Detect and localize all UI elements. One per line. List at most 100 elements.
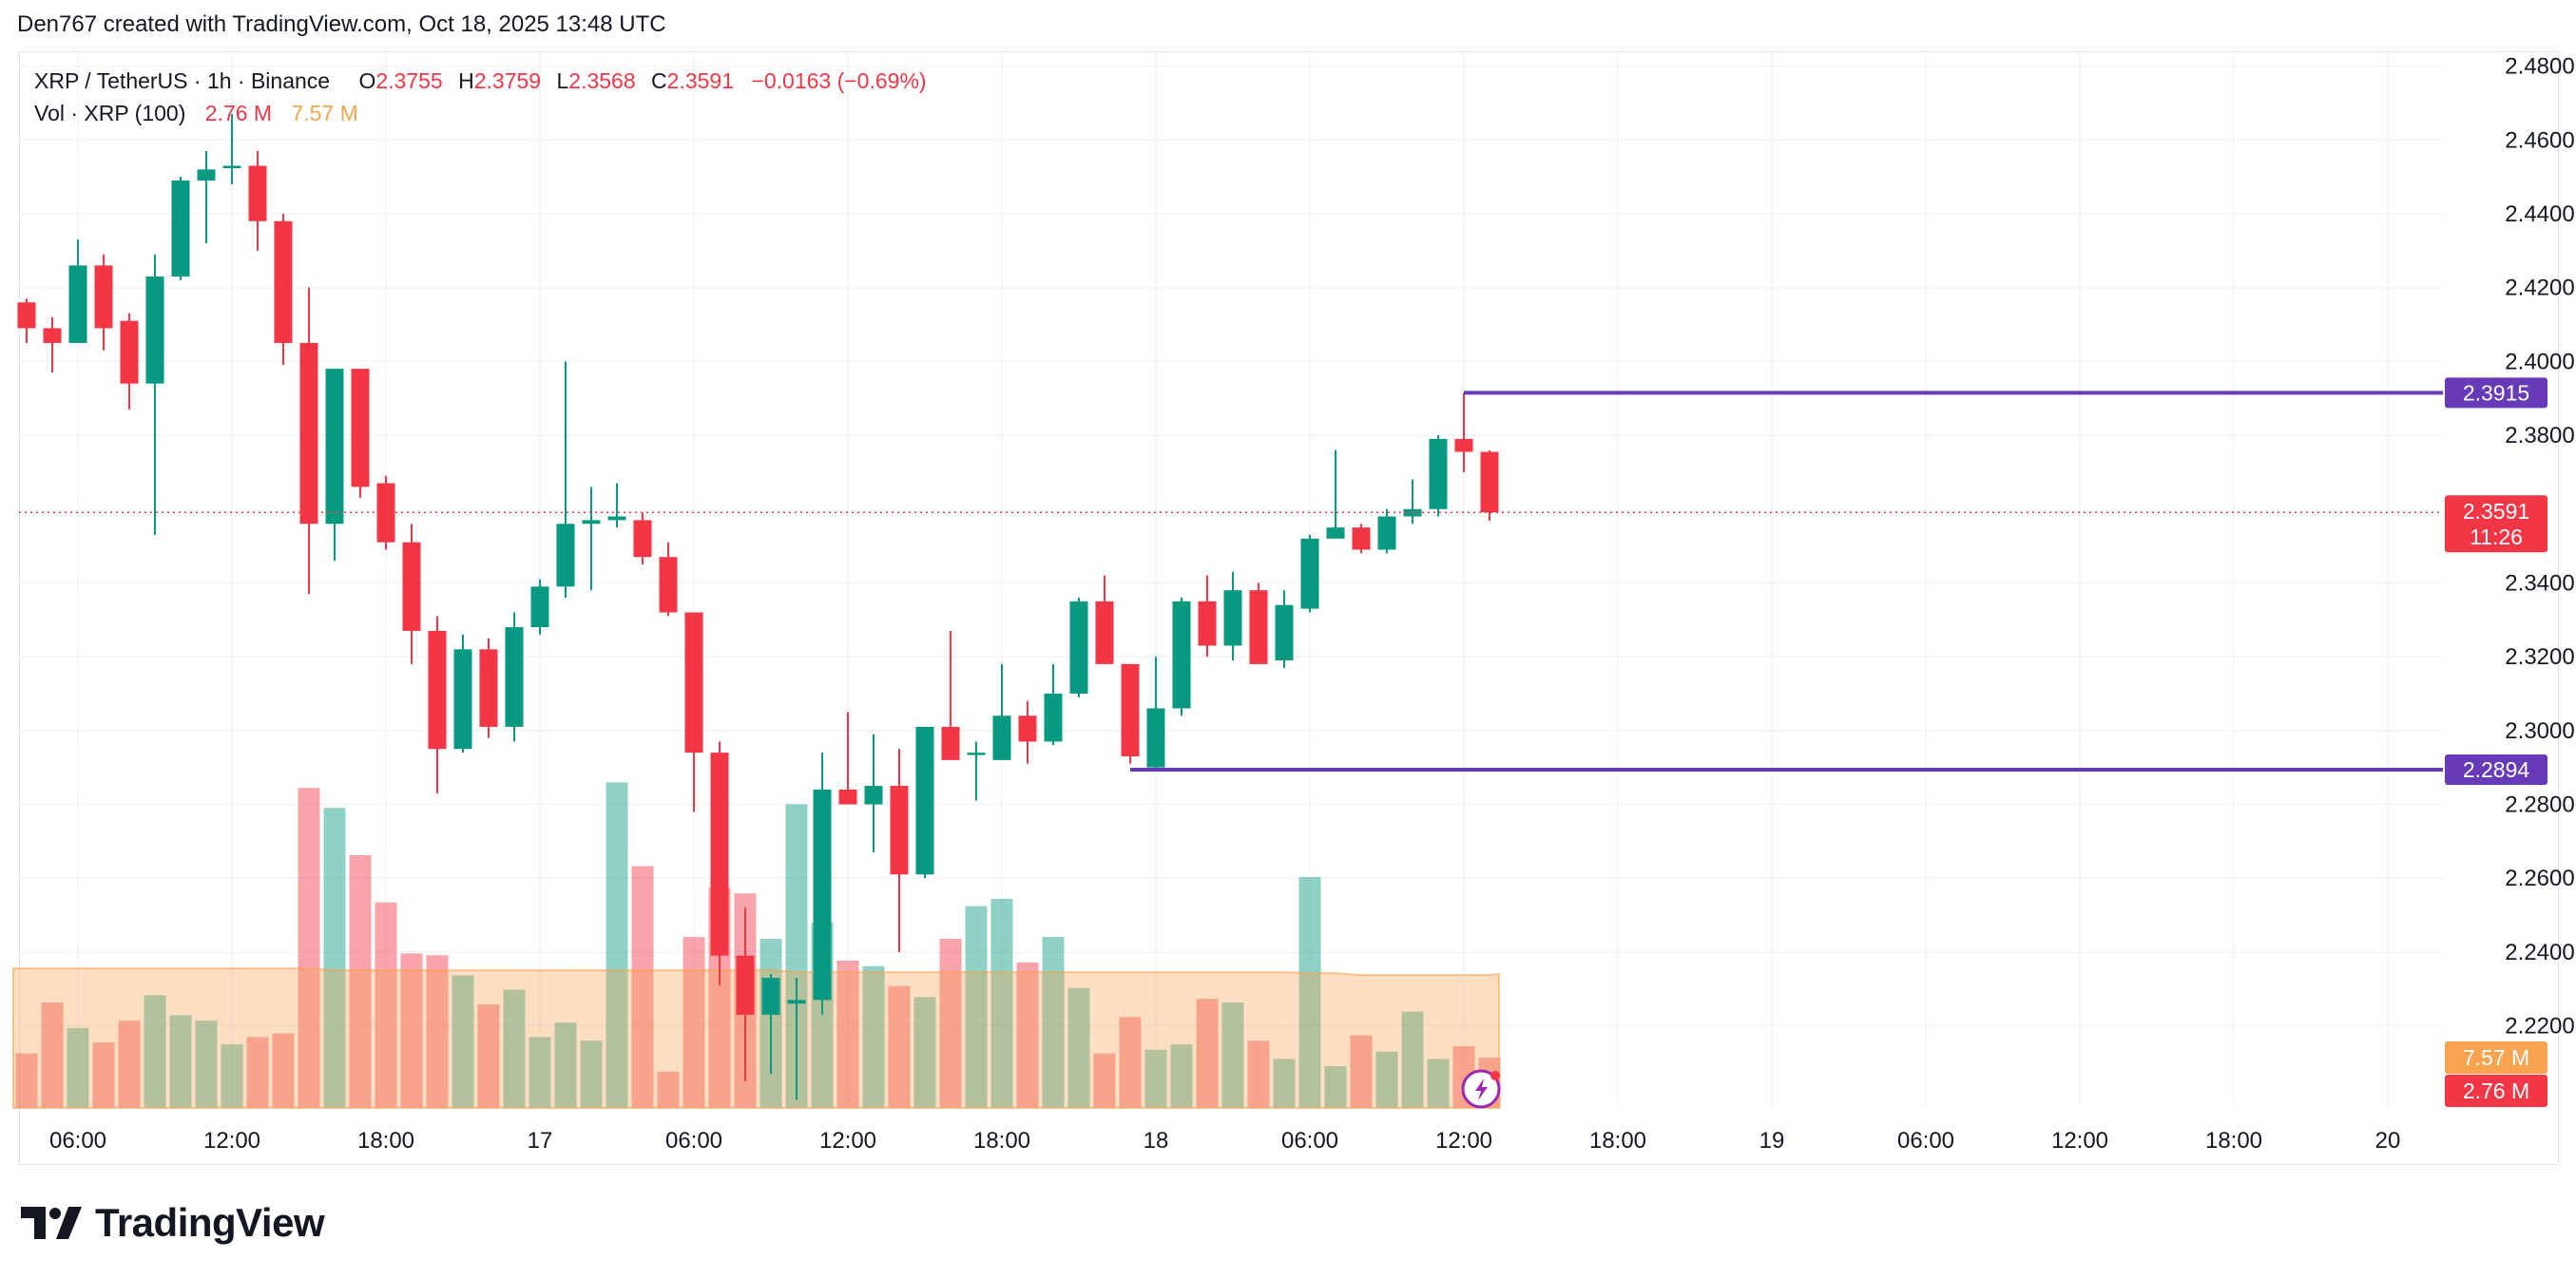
volume-bars [15,782,1501,1108]
volume-bar [1016,962,1039,1108]
horizontal-levels[interactable] [19,391,2443,772]
volume-bar [67,1027,89,1108]
low-value: 2.3568 [568,68,636,93]
volume-bar [1170,1044,1193,1108]
candle-body [1069,601,1088,694]
axes: 2.4800 2.4600 2.4400 2.4200 2.4000 2.3800 2.34… [49,54,2575,1154]
volume-bar [246,1037,269,1108]
volume-bar [426,955,449,1108]
volume-ma-line [12,967,1500,1109]
x-tick-label: 18:00 [2205,1128,2262,1154]
x-tick-label: 18:00 [1589,1128,1646,1154]
candle-body [556,524,575,587]
candle-body [710,753,729,956]
volume-bar [1119,1017,1142,1108]
volume-bar [1298,876,1321,1108]
open-label: O [358,68,376,93]
candle-body [1223,590,1242,646]
volume-bar [529,1037,551,1108]
candle-body [145,277,164,384]
candle-body [479,649,498,727]
x-tick-label: 06:00 [665,1128,722,1154]
alert-dot [1490,1071,1500,1080]
symbol-title[interactable]: XRP / TetherUS · 1h · Binance [34,68,331,93]
volume-bar [144,995,166,1108]
level-badge [2445,754,2547,785]
candle-body [813,789,832,1001]
tradingview-logo-icon [21,1207,82,1239]
candle-body [1146,708,1165,768]
candle-body [838,789,857,805]
candle-body [94,265,113,329]
candle-body [1326,527,1345,539]
high-label: H [458,68,474,93]
candle-body [787,1000,806,1004]
open-value: 2.3755 [375,68,443,93]
volume-bar [1324,1065,1347,1108]
volume-bar [990,898,1013,1108]
volume-bar [1427,1059,1450,1108]
candle-body [915,726,934,875]
volume-bar [862,965,885,1108]
volume-bar [1401,1011,1424,1108]
brand-name: TradingView [95,1200,325,1245]
volume-bar [118,1021,141,1108]
change-value: −0.0163 (−0.69%) [751,68,927,93]
volume-bar [785,804,808,1108]
volume-bar [41,1002,64,1108]
close-value: 2.3591 [666,68,735,93]
volume-bar [169,1015,192,1108]
candle-body [1249,590,1268,664]
volume-bar [92,1042,115,1108]
y-tick-label: 2.4400 [2505,201,2574,227]
x-tick-label: 19 [1759,1128,1785,1154]
candle-body [1480,451,1499,513]
level-badge-label: 2.3915 [2463,380,2529,405]
volume-bar [272,1033,295,1108]
candle-body [1352,527,1371,550]
volume-bar [323,808,346,1108]
volume-bar [888,985,911,1108]
grid-lines [19,53,2443,1107]
volume-ma-badge [2445,1041,2547,1074]
candle-body [402,542,421,631]
tradingview-brand[interactable]: TradingView [21,1200,325,1245]
lightning-glyph [1475,1079,1488,1100]
volume-bar [939,939,962,1108]
candle-body [43,328,62,343]
volume-ma-badge-label: 7.57 M [2463,1045,2529,1070]
alert-button[interactable] [1461,1069,1501,1109]
x-tick-label: 06:00 [1897,1128,1954,1154]
volume-label[interactable]: Vol · XRP (100) [34,101,186,125]
candle-body [120,320,139,384]
y-tick-label: 2.4200 [2505,276,2574,301]
candle-body [325,369,344,525]
candlestick-chart[interactable]: 2.4800 2.4600 2.4400 2.4200 2.4000 2.3800 2.34… [0,0,2576,1169]
candle-body [684,612,703,754]
level-badge [2445,377,2547,409]
candle-body [171,181,190,277]
x-tick-label: 12:00 [203,1128,260,1154]
candle-body [299,342,318,525]
volume-bar [913,997,936,1108]
volume-bar [1247,1040,1270,1108]
candle-body [761,978,780,1015]
y-tick-label: 2.4600 [2505,127,2574,153]
volume-bar [631,866,654,1108]
ohlc-legend: XRP / TetherUS · 1h · Binance O2.3755 H 2… [34,68,927,94]
volume-bar [375,902,397,1108]
volume-ma-value: 7.57 M [291,101,358,125]
volume-bar [452,975,474,1108]
candle-body [1275,604,1294,660]
volume-bar [682,937,705,1108]
volume-legend: Vol · XRP (100) 2.76 M 7.57 M [34,101,358,126]
volume-bar [580,1040,603,1108]
candle-body [197,169,216,181]
level-badge-label: 2.2894 [2463,757,2530,782]
candle-body [1429,438,1448,509]
volume-bar [400,953,423,1108]
candle-body [659,557,678,613]
volume-bar [554,1022,577,1108]
volume-bar [503,989,526,1108]
